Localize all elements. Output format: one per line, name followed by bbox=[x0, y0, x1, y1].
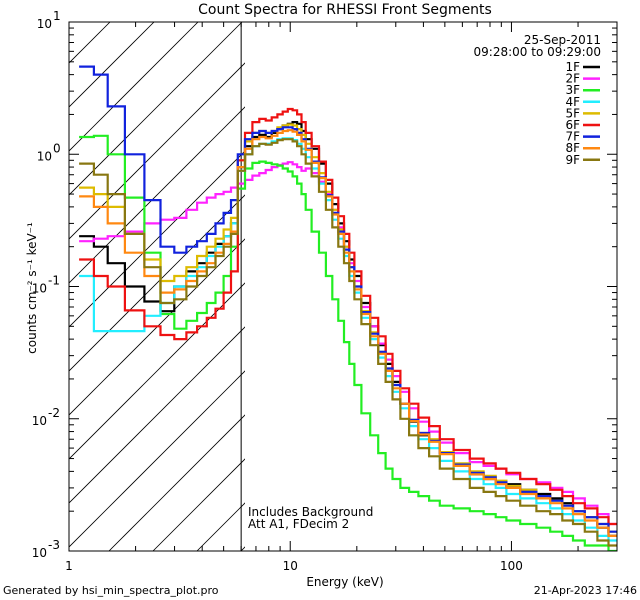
date-label: 25-Sep-2011 bbox=[524, 33, 601, 47]
legend-label-8f: 8F bbox=[565, 141, 580, 155]
y-tick-label: 10 bbox=[32, 414, 47, 428]
y-tick-exponent: 1 bbox=[53, 9, 61, 23]
hatch-line bbox=[69, 370, 245, 548]
y-tick-exponent: 0 bbox=[53, 141, 61, 155]
hatch-line bbox=[108, 414, 245, 551]
x-axis-label: Energy (keV) bbox=[306, 575, 383, 589]
hatch-line bbox=[69, 22, 243, 196]
legend-label-7f: 7F bbox=[565, 130, 580, 144]
legend-label-9f: 9F bbox=[565, 153, 580, 167]
legend-label-1f: 1F bbox=[565, 60, 580, 74]
x-tick-label: 1 bbox=[65, 559, 73, 573]
series-line-5f bbox=[79, 123, 617, 533]
y-tick-exponent: -3 bbox=[48, 538, 60, 552]
hatch-line bbox=[0, 0, 88, 560]
hatch-line bbox=[69, 22, 111, 64]
hatch-line bbox=[69, 62, 245, 240]
y-tick-label: 10 bbox=[32, 546, 47, 560]
y-tick-label: 10 bbox=[37, 17, 52, 31]
generated-by-text: Generated by hsi_min_spectra_plot.pro bbox=[3, 584, 219, 597]
legend-label-5f: 5F bbox=[565, 106, 580, 120]
legend-label-4f: 4F bbox=[565, 95, 580, 109]
legend-label-3f: 3F bbox=[565, 83, 580, 97]
time-range-label: 09:28:00 to 09:29:00 bbox=[474, 45, 601, 59]
hatch-line bbox=[69, 106, 245, 284]
series-line-4f bbox=[79, 137, 617, 542]
series-line-9f bbox=[79, 138, 617, 547]
hatch-line bbox=[69, 22, 199, 152]
y-tick-label: 10 bbox=[37, 149, 52, 163]
hatch-line bbox=[152, 458, 245, 551]
series-line-7f bbox=[79, 65, 617, 533]
hatch-line bbox=[69, 194, 245, 372]
series-line-6f bbox=[79, 107, 617, 526]
hatch-line bbox=[69, 282, 245, 460]
annotation-attenuator: Att A1, FDecim 2 bbox=[248, 517, 349, 531]
plot-frame bbox=[68, 21, 618, 552]
chart-title: Count Spectra for RHESSI Front Segments bbox=[198, 2, 492, 18]
y-axis-label: counts cm⁻² s⁻¹ keV⁻¹ bbox=[25, 222, 39, 354]
annotation-background: Includes Background bbox=[248, 505, 373, 519]
series-line-3f bbox=[79, 134, 617, 551]
hatch-line bbox=[69, 22, 155, 108]
x-tick-label: 10 bbox=[283, 559, 298, 573]
x-tick-label: 100 bbox=[500, 559, 523, 573]
hatch-line bbox=[69, 326, 245, 504]
y-tick-label: 10 bbox=[32, 282, 47, 296]
hatch-line bbox=[69, 150, 245, 328]
excluded-energy-hatch bbox=[0, 0, 245, 560]
legend-label-6f: 6F bbox=[565, 118, 580, 132]
timestamp-text: 21-Apr-2023 17:46 bbox=[533, 584, 637, 597]
y-tick-exponent: -1 bbox=[48, 274, 60, 288]
legend-label-2f: 2F bbox=[565, 72, 580, 86]
hatch-line bbox=[69, 238, 245, 416]
series-line-8f bbox=[79, 129, 617, 537]
y-tick-exponent: -2 bbox=[48, 406, 60, 420]
